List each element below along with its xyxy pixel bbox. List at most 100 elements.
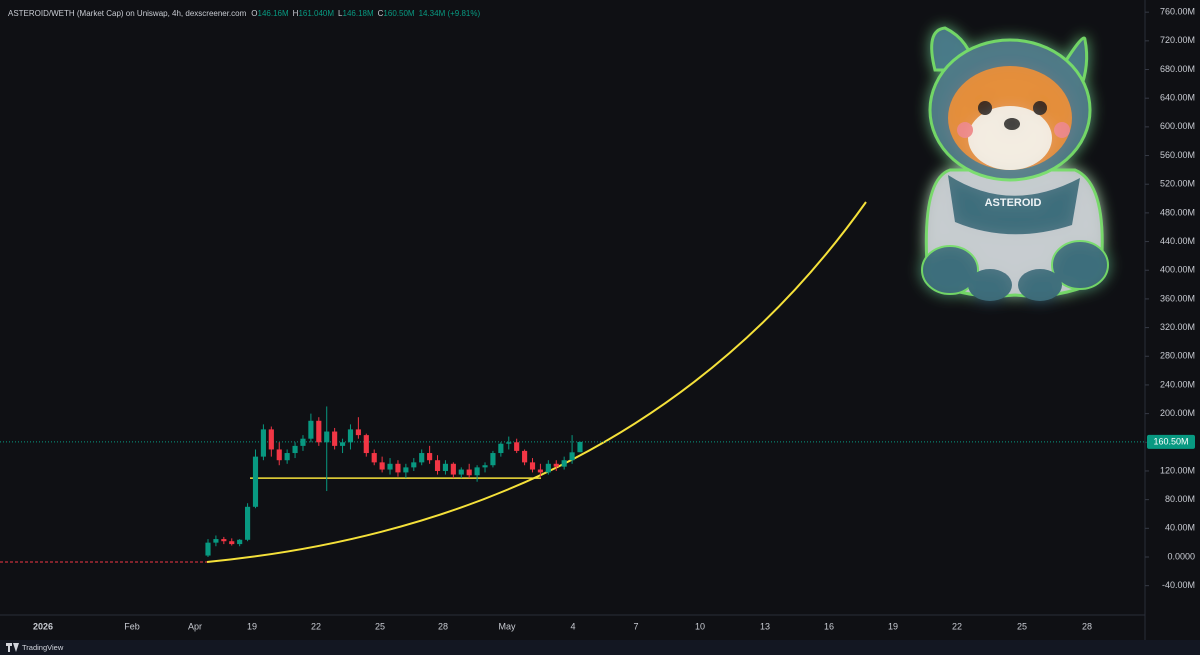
candle-body (529, 462, 536, 470)
header-title: ASTEROID/WETH (Market Cap) on Uniswap, 4… (8, 9, 247, 18)
ohlc-value: 160.50M (383, 9, 414, 18)
candle-body (205, 542, 211, 556)
mascot-text: ASTEROID (985, 197, 1042, 209)
y-tick-label: -40.00M (1162, 580, 1195, 590)
candle-body (339, 442, 346, 446)
candle-body (553, 463, 559, 467)
candle-body (490, 453, 496, 466)
candle-body (237, 539, 243, 545)
y-tick-label: 400.00M (1160, 265, 1195, 275)
y-tick-label: 200.00M (1160, 408, 1195, 418)
header: ASTEROID/WETH (Market Cap) on Uniswap, 4… (8, 9, 480, 18)
candle-body (506, 442, 512, 444)
candle-body (284, 453, 290, 461)
last-price-label: 160.50M (1153, 436, 1188, 446)
candle-body (442, 463, 449, 471)
y-tick-label: 480.00M (1160, 207, 1195, 217)
y-tick-label: 640.00M (1160, 93, 1195, 103)
candle-body (561, 460, 567, 467)
y-tick-label: 280.00M (1160, 351, 1195, 361)
candle-body (387, 463, 393, 470)
candle-body (347, 429, 354, 443)
candle-body (419, 453, 425, 463)
x-tick-label: 25 (1017, 621, 1027, 631)
candle-body (395, 463, 401, 473)
brand-name: TradingView (22, 643, 64, 652)
candle-body (316, 420, 322, 443)
x-tick-label: 10 (695, 621, 705, 631)
candle-body (324, 431, 330, 443)
footer-bar (0, 640, 1200, 655)
candle-body (498, 443, 504, 454)
candle-body (213, 539, 219, 543)
x-tick-label: May (498, 621, 516, 631)
x-tick-label: 19 (247, 621, 257, 631)
x-tick-label: 22 (952, 621, 962, 631)
x-tick-label: Feb (124, 621, 140, 631)
candle-body (229, 541, 235, 545)
x-tick-label: 7 (633, 621, 638, 631)
candle-body (292, 445, 298, 454)
x-tick-label: 22 (311, 621, 321, 631)
candle-body (371, 453, 377, 463)
y-tick-label: 80.00M (1165, 494, 1195, 504)
ohlc-value: 161.040M (298, 9, 334, 18)
candle-body (411, 462, 417, 468)
x-tick-label: 28 (1082, 621, 1092, 631)
candle-body (569, 452, 575, 461)
candle-body (466, 469, 472, 476)
y-tick-label: 600.00M (1160, 121, 1195, 131)
candle-body (577, 441, 583, 453)
mascot-image: ASTEROID (921, 26, 1109, 301)
candle-body (474, 467, 480, 476)
candle-body (514, 442, 520, 451)
candle-body (363, 435, 369, 454)
candle-body (482, 465, 488, 468)
candle-body (522, 450, 528, 463)
x-tick-label: 2026 (33, 621, 53, 631)
candle-body (308, 420, 314, 439)
candle-body (427, 453, 433, 461)
y-tick-label: 40.00M (1165, 523, 1195, 533)
candle-body (537, 469, 543, 473)
candle-body (245, 506, 251, 540)
ohlc-key: O (251, 9, 257, 18)
x-tick-label: 19 (888, 621, 898, 631)
trend-curve (206, 201, 867, 563)
y-tick-label: 320.00M (1160, 322, 1195, 332)
candle-body (300, 438, 306, 446)
change: 14.34M (+9.81%) (419, 9, 481, 18)
ohlc-value: 146.16M (258, 9, 289, 18)
y-tick-label: 440.00M (1160, 236, 1195, 246)
y-tick-label: 120.00M (1160, 465, 1195, 475)
y-tick-label: 360.00M (1160, 293, 1195, 303)
x-tick-label: 4 (570, 621, 575, 631)
ohlc-value: 146.18M (343, 9, 374, 18)
candle-body (252, 456, 259, 507)
brand: TradingView (6, 643, 64, 652)
x-tick-label: 28 (438, 621, 448, 631)
ohlc-key: L (338, 9, 343, 18)
x-tick-label: Apr (188, 621, 202, 631)
candle-body (221, 539, 227, 542)
x-tick-label: 25 (375, 621, 385, 631)
y-tick-label: 680.00M (1160, 64, 1195, 74)
candle-body (434, 460, 441, 471)
candle-body (268, 429, 274, 450)
last-price-box (1147, 434, 1195, 449)
ohlc-key: H (293, 9, 299, 18)
candle-body (458, 469, 464, 475)
candle-body (260, 429, 266, 457)
y-tick-label: 240.00M (1160, 379, 1195, 389)
x-tick-label: 16 (824, 621, 834, 631)
y-tick-label: 0.0000 (1167, 551, 1195, 561)
y-tick-label: 520.00M (1160, 179, 1195, 189)
candle-body (403, 467, 409, 473)
candle-body (379, 462, 385, 470)
candle-body (450, 463, 456, 475)
x-tick-label: 13 (760, 621, 770, 631)
candle-body (276, 449, 282, 461)
y-tick-label: 720.00M (1160, 35, 1195, 45)
ohlc-key: C (378, 9, 384, 18)
